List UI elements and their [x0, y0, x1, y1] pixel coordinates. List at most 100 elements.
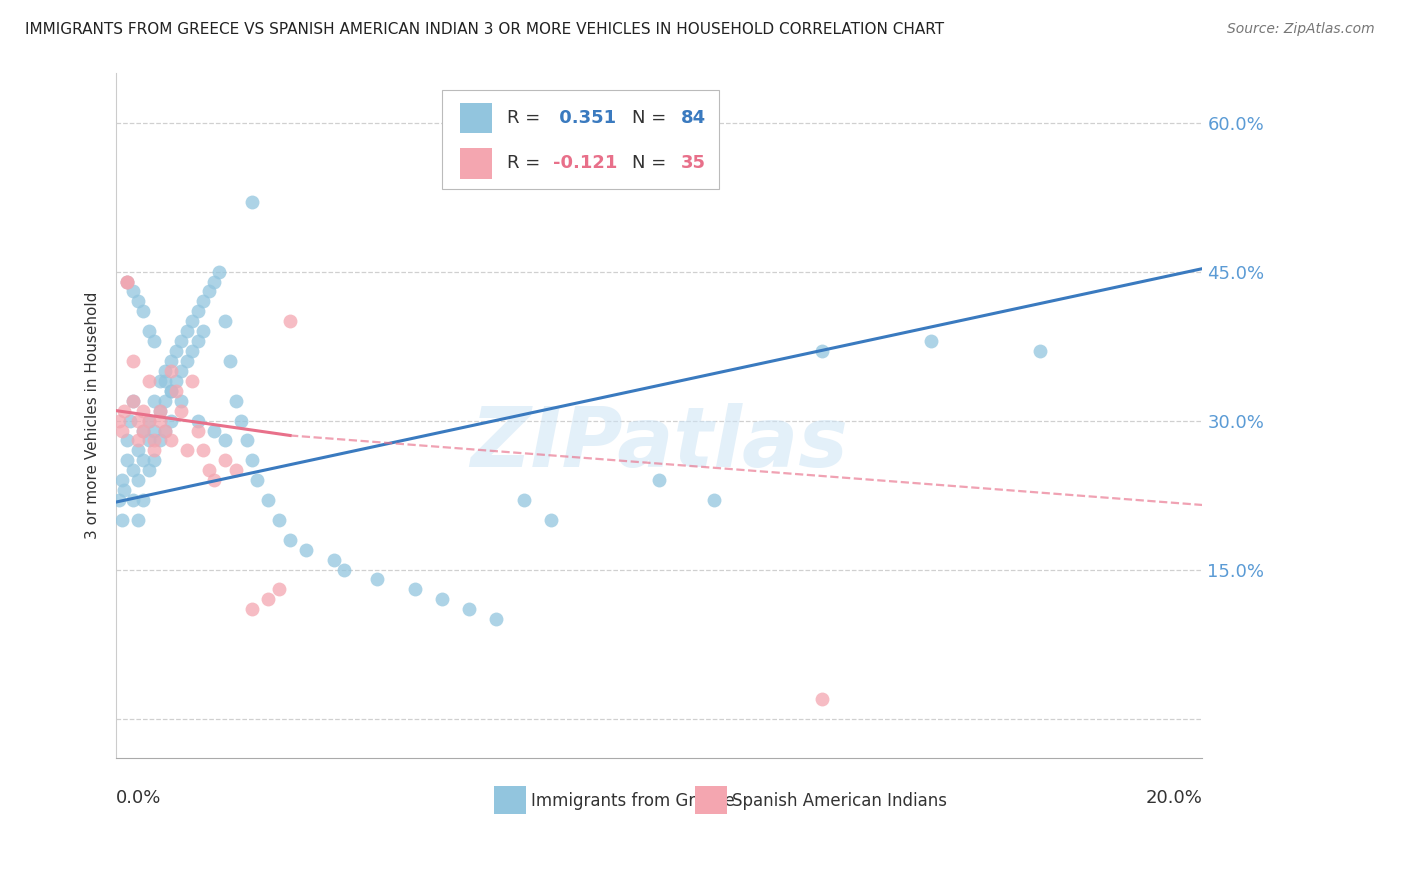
Text: 35: 35 — [681, 154, 706, 172]
Point — [1028, 344, 1050, 359]
Text: Source: ZipAtlas.com: Source: ZipAtlas.com — [1227, 22, 1375, 37]
Point — [132, 424, 155, 438]
Point — [111, 513, 134, 527]
Point — [225, 463, 247, 477]
Y-axis label: 3 or more Vehicles in Household: 3 or more Vehicles in Household — [86, 292, 100, 540]
Point — [246, 473, 269, 487]
Point — [295, 542, 318, 557]
Point — [138, 434, 160, 448]
Point — [219, 354, 242, 368]
Point — [240, 602, 263, 616]
Point — [231, 413, 253, 427]
Point — [143, 443, 166, 458]
Point — [132, 403, 155, 417]
Point — [143, 424, 166, 438]
Point — [132, 424, 155, 438]
Point — [153, 374, 176, 388]
Point — [149, 374, 172, 388]
Point — [143, 434, 166, 448]
Point — [703, 493, 725, 508]
Point — [187, 424, 209, 438]
Point — [187, 413, 209, 427]
Point — [648, 473, 671, 487]
Point — [108, 493, 131, 508]
FancyBboxPatch shape — [460, 148, 492, 178]
Point — [153, 424, 176, 438]
Point — [920, 334, 942, 348]
Point — [108, 413, 131, 427]
Point — [121, 285, 143, 299]
Point — [202, 473, 225, 487]
Point — [214, 434, 236, 448]
Text: 84: 84 — [681, 109, 706, 128]
Point — [202, 424, 225, 438]
Point — [143, 393, 166, 408]
Point — [159, 384, 181, 398]
Point — [159, 364, 181, 378]
Point — [159, 413, 181, 427]
Point — [132, 304, 155, 318]
Point — [115, 434, 138, 448]
Point — [269, 582, 291, 597]
Point — [115, 453, 138, 467]
Point — [149, 403, 172, 417]
Point — [176, 354, 198, 368]
Point — [153, 393, 176, 408]
Point — [811, 691, 834, 706]
Point — [240, 453, 263, 467]
Text: ZIPatlas: ZIPatlas — [471, 402, 848, 483]
FancyBboxPatch shape — [495, 786, 526, 814]
Point — [121, 393, 143, 408]
Point — [121, 463, 143, 477]
Point — [197, 463, 219, 477]
FancyBboxPatch shape — [695, 786, 727, 814]
Point — [149, 403, 172, 417]
Point — [181, 344, 204, 359]
Point — [138, 463, 160, 477]
Text: -0.121: -0.121 — [553, 154, 617, 172]
Point — [257, 493, 280, 508]
Point — [132, 453, 155, 467]
FancyBboxPatch shape — [441, 90, 718, 189]
Point — [512, 493, 534, 508]
Point — [235, 434, 257, 448]
Point — [132, 493, 155, 508]
Point — [404, 582, 426, 597]
Point — [214, 314, 236, 328]
Point — [170, 403, 193, 417]
Point — [159, 434, 181, 448]
Point — [159, 384, 181, 398]
Point — [170, 393, 193, 408]
Text: R =: R = — [508, 154, 547, 172]
Point — [458, 602, 481, 616]
Text: Spanish American Indians: Spanish American Indians — [733, 792, 948, 810]
Text: 0.351: 0.351 — [553, 109, 616, 128]
Point — [278, 314, 301, 328]
Point — [176, 324, 198, 338]
Point — [115, 275, 138, 289]
Point — [121, 493, 143, 508]
Text: R =: R = — [508, 109, 547, 128]
Point — [257, 592, 280, 607]
Point — [127, 513, 149, 527]
Point — [240, 195, 263, 210]
Point — [811, 344, 834, 359]
Point — [165, 384, 187, 398]
Point — [112, 483, 135, 497]
Point — [138, 324, 160, 338]
Point — [111, 473, 134, 487]
Text: 20.0%: 20.0% — [1146, 789, 1202, 807]
Point — [202, 275, 225, 289]
Point — [127, 443, 149, 458]
Text: N =: N = — [633, 154, 672, 172]
Point — [187, 334, 209, 348]
Point — [197, 285, 219, 299]
Point — [138, 413, 160, 427]
Text: IMMIGRANTS FROM GREECE VS SPANISH AMERICAN INDIAN 3 OR MORE VEHICLES IN HOUSEHOL: IMMIGRANTS FROM GREECE VS SPANISH AMERIC… — [25, 22, 945, 37]
Point — [187, 304, 209, 318]
Point — [540, 513, 562, 527]
FancyBboxPatch shape — [460, 103, 492, 133]
Point — [176, 443, 198, 458]
Point — [143, 453, 166, 467]
Point — [159, 354, 181, 368]
